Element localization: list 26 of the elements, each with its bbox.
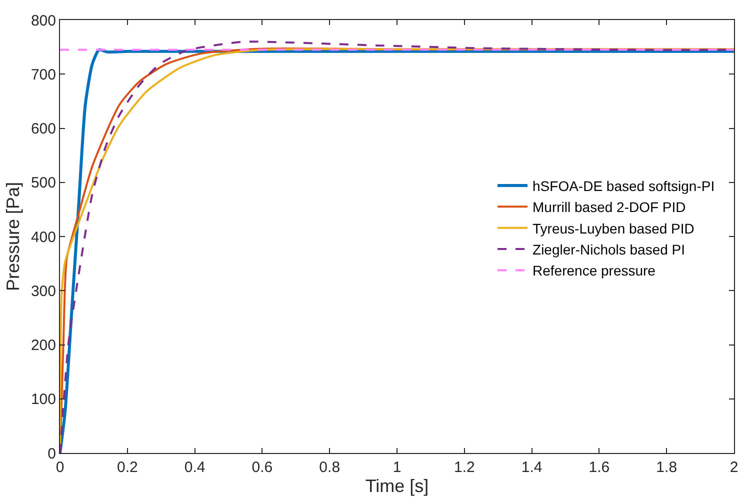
x-tick-label: 1.8 <box>656 459 678 476</box>
y-axis-title: Pressure [Pa] <box>3 182 24 292</box>
y-tick-label: 400 <box>30 228 56 246</box>
y-tick-label: 600 <box>30 120 56 138</box>
x-tick-label: 1.4 <box>521 459 542 476</box>
x-tick-label: 0.4 <box>184 459 206 476</box>
legend-label: Ziegler-Nichols based PI <box>532 242 686 258</box>
y-tick-label: 100 <box>30 391 56 408</box>
legend-label: Reference pressure <box>532 262 656 279</box>
legend-label: Murrill based 2-DOF PID <box>532 199 686 216</box>
x-axis-title: Time [s] <box>365 476 429 496</box>
x-tick-label: 2 <box>730 459 738 476</box>
legend-label: hSFOA-DE based softsign-PI <box>532 178 715 194</box>
y-tick-label: 0 <box>48 445 56 462</box>
y-tick-label: 800 <box>30 12 56 30</box>
y-tick-label: 200 <box>30 337 56 354</box>
y-tick-label: 700 <box>30 66 56 84</box>
x-tick-label: 0.8 <box>319 459 340 476</box>
legend-label: Tyreus-Luyben based PID <box>532 220 694 236</box>
x-tick-label: 0.6 <box>252 459 273 476</box>
x-tick-label: 1.2 <box>454 459 475 476</box>
x-tick-label: 0.2 <box>116 459 138 476</box>
x-tick-label: 1 <box>392 459 402 476</box>
x-tick-label: 1.6 <box>588 459 610 476</box>
y-tick-label: 300 <box>30 282 56 300</box>
y-tick-label: 500 <box>30 174 56 192</box>
